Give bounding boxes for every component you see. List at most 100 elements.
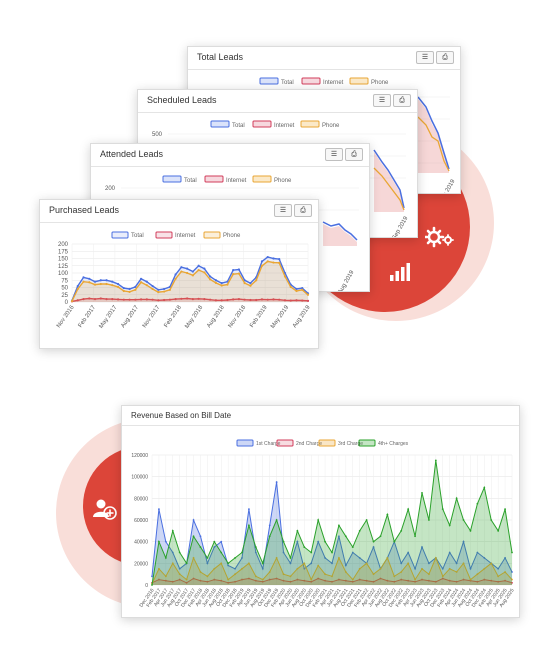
data-point (213, 567, 216, 570)
legend-label: Internet (175, 233, 196, 239)
print-button[interactable]: ⎙ (294, 204, 312, 217)
data-point (268, 535, 271, 538)
data-point (476, 573, 479, 576)
data-point (178, 573, 181, 576)
data-point (105, 282, 108, 286)
data-point (76, 287, 79, 291)
data-point (469, 567, 472, 570)
data-point (164, 557, 167, 559)
data-point (164, 540, 167, 543)
data-point (249, 284, 252, 287)
data-point (365, 579, 368, 582)
data-point (324, 557, 326, 559)
x-tick-label: Sep 2019 (392, 215, 410, 237)
data-point (296, 529, 299, 532)
data-point (358, 529, 361, 532)
data-point (428, 573, 430, 576)
data-point (351, 551, 354, 554)
data-point (275, 557, 278, 559)
data-point (455, 580, 458, 583)
data-point (295, 299, 298, 302)
y-tick-label: 25 (61, 293, 68, 299)
data-point (497, 567, 500, 570)
data-point (358, 578, 361, 581)
data-point (365, 519, 368, 521)
data-point (158, 578, 160, 581)
card-header: Scheduled Leads ☰ ⎙ (138, 90, 417, 113)
x-tick-label: Aug 2017 (120, 304, 140, 329)
data-point (414, 580, 416, 583)
data-point (203, 298, 206, 301)
data-point (151, 287, 154, 291)
data-point (249, 298, 252, 302)
data-point (158, 508, 160, 511)
data-point (171, 551, 174, 554)
data-point (151, 284, 154, 288)
list-view-button[interactable]: ☰ (373, 94, 391, 107)
data-point (122, 286, 125, 290)
legend-swatch (155, 231, 173, 239)
data-point (272, 261, 275, 264)
data-point (116, 282, 120, 286)
data-point (358, 567, 361, 570)
data-point (324, 573, 326, 576)
x-tick-label: Nov 2016 (56, 304, 76, 329)
data-point (105, 298, 108, 301)
legend-total: Total (281, 80, 294, 86)
data-point (139, 298, 143, 301)
data-point (428, 562, 430, 565)
total-area-fill (323, 224, 357, 246)
data-point (254, 546, 257, 548)
data-point (441, 577, 444, 580)
data-point (185, 578, 188, 581)
series-area-4 (152, 460, 512, 585)
print-button[interactable]: ⎙ (393, 94, 411, 107)
legend-phone: Phone (371, 80, 389, 86)
data-point (145, 280, 148, 283)
data-point (145, 298, 148, 301)
data-point (186, 267, 189, 270)
data-point (504, 579, 506, 582)
data-point (249, 282, 252, 285)
y-tick-label: 125 (58, 264, 69, 270)
list-view-button[interactable]: ☰ (416, 51, 434, 64)
data-point (214, 299, 218, 302)
data-point (261, 578, 264, 581)
data-point (296, 567, 299, 570)
data-point (289, 575, 292, 578)
data-point (128, 298, 131, 301)
data-point (227, 562, 230, 565)
data-point (282, 540, 285, 543)
data-point (82, 276, 85, 279)
data-point (428, 579, 430, 582)
data-point (497, 575, 500, 578)
legend-internet: Internet (226, 178, 247, 184)
data-point (191, 298, 194, 301)
data-point (158, 567, 160, 570)
data-point (162, 298, 166, 302)
data-point (441, 508, 444, 511)
data-point (407, 508, 410, 511)
data-point (76, 299, 79, 302)
list-view-button[interactable]: ☰ (274, 204, 292, 217)
data-point (243, 298, 246, 301)
data-point (266, 260, 269, 263)
data-point (272, 257, 275, 260)
data-point (386, 579, 389, 582)
data-point (199, 579, 202, 582)
data-point (483, 578, 486, 581)
x-tick-label: Nov 2018 (228, 304, 248, 329)
data-point (134, 298, 137, 301)
data-point (220, 540, 223, 543)
data-point (151, 584, 153, 586)
list-view-button[interactable]: ☰ (325, 148, 343, 161)
data-point (351, 578, 354, 581)
data-point (407, 551, 410, 554)
data-point (178, 551, 181, 554)
data-point (282, 579, 285, 582)
print-button[interactable]: ⎙ (345, 148, 363, 161)
data-point (448, 524, 451, 527)
data-point (278, 261, 281, 264)
data-point (504, 557, 506, 559)
print-button[interactable]: ⎙ (436, 51, 454, 64)
